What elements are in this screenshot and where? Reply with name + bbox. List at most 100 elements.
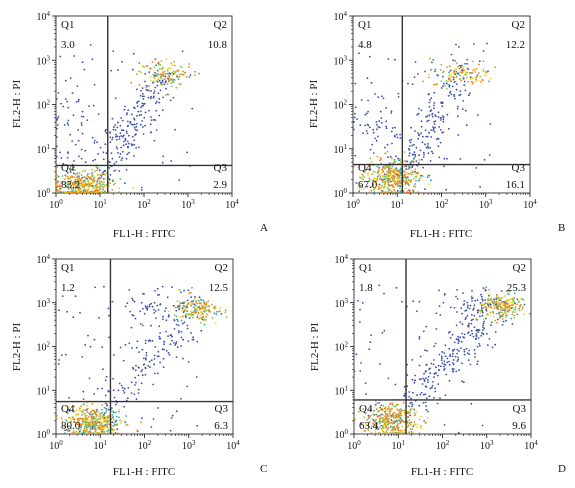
event-dot xyxy=(374,137,376,140)
event-dot xyxy=(92,418,95,420)
event-dot xyxy=(68,416,70,419)
event-dot xyxy=(87,182,90,185)
event-dot xyxy=(408,431,411,434)
panel-letter: B xyxy=(558,222,565,234)
event-dot xyxy=(393,172,396,174)
event-dot xyxy=(460,347,462,350)
event-dot xyxy=(523,303,526,306)
event-dot xyxy=(366,112,368,115)
event-dot xyxy=(359,124,362,126)
event-dot xyxy=(101,185,104,188)
event-dot xyxy=(133,393,136,396)
event-dot xyxy=(387,183,389,185)
event-dot xyxy=(165,58,168,61)
event-dot xyxy=(56,184,58,187)
event-dot xyxy=(402,401,405,404)
event-dot xyxy=(150,119,153,122)
event-dot xyxy=(389,422,391,424)
event-dot xyxy=(195,311,198,314)
event-dot xyxy=(56,182,58,185)
event-dot xyxy=(461,108,464,110)
event-dot xyxy=(162,155,165,158)
event-dot xyxy=(144,358,147,361)
event-dot xyxy=(139,110,142,113)
event-dot xyxy=(509,298,512,300)
event-dot xyxy=(381,169,384,172)
event-dot xyxy=(398,426,401,429)
event-dot xyxy=(470,72,472,74)
event-dot xyxy=(494,66,497,69)
event-dot xyxy=(402,170,405,173)
event-dot xyxy=(439,314,442,316)
event-dot xyxy=(92,159,94,162)
y-tick-label: 100 xyxy=(335,428,349,441)
event-dot xyxy=(200,302,202,305)
event-dot xyxy=(393,158,396,161)
y-tick-label: 101 xyxy=(37,143,51,156)
event-dot xyxy=(142,364,145,366)
event-dot xyxy=(170,67,172,70)
event-dot xyxy=(490,321,493,324)
event-dot xyxy=(385,410,388,412)
event-dot xyxy=(434,126,436,129)
event-dot xyxy=(403,165,406,168)
event-dot xyxy=(209,310,212,313)
event-dot xyxy=(499,314,501,317)
event-dot xyxy=(468,322,470,325)
event-dot xyxy=(186,310,189,313)
event-dot xyxy=(95,410,97,413)
event-dot xyxy=(411,144,414,147)
event-dot xyxy=(163,348,165,351)
event-dot xyxy=(465,347,468,350)
event-dot xyxy=(454,355,457,358)
event-dot xyxy=(118,410,120,413)
event-dot xyxy=(449,355,451,358)
event-dot xyxy=(451,370,454,372)
event-dot xyxy=(433,130,436,133)
event-dot xyxy=(448,85,451,88)
event-dot xyxy=(105,128,107,131)
event-dot xyxy=(73,432,76,434)
event-dot xyxy=(126,424,129,426)
event-dot xyxy=(460,340,463,343)
event-dot xyxy=(367,110,369,113)
event-dot xyxy=(382,404,385,407)
event-dot xyxy=(479,75,482,78)
event-dot xyxy=(374,405,377,407)
event-dot xyxy=(86,191,89,194)
event-dot xyxy=(153,358,156,360)
event-dot xyxy=(477,329,480,331)
event-dot xyxy=(96,141,98,144)
event-dot xyxy=(135,381,137,384)
event-dot xyxy=(399,137,402,139)
event-dot xyxy=(479,312,482,314)
event-dot xyxy=(357,299,359,302)
event-dot xyxy=(377,135,379,138)
event-dot xyxy=(396,189,399,192)
event-dot xyxy=(64,98,67,100)
event-dot xyxy=(424,401,427,404)
x-tick-label: 101 xyxy=(392,439,406,452)
event-dot xyxy=(179,316,182,319)
event-dot xyxy=(407,415,410,418)
event-dot xyxy=(113,162,116,165)
event-dot xyxy=(493,300,496,302)
event-dot xyxy=(68,396,70,399)
event-dot xyxy=(397,413,399,415)
event-dot xyxy=(87,418,90,421)
event-dot xyxy=(86,119,89,121)
event-dot xyxy=(103,173,106,176)
event-dot xyxy=(98,411,100,413)
quadrant-q4-name: Q4 xyxy=(359,403,373,415)
event-dot xyxy=(448,360,450,363)
event-dot xyxy=(403,411,406,414)
event-dot xyxy=(381,425,384,427)
event-dot xyxy=(411,405,413,408)
event-dot xyxy=(69,167,72,170)
event-dot xyxy=(466,62,468,65)
event-dot xyxy=(388,415,390,417)
event-dot xyxy=(383,146,386,149)
event-dot xyxy=(391,127,394,129)
event-dot xyxy=(424,143,426,146)
event-dot xyxy=(131,144,133,147)
